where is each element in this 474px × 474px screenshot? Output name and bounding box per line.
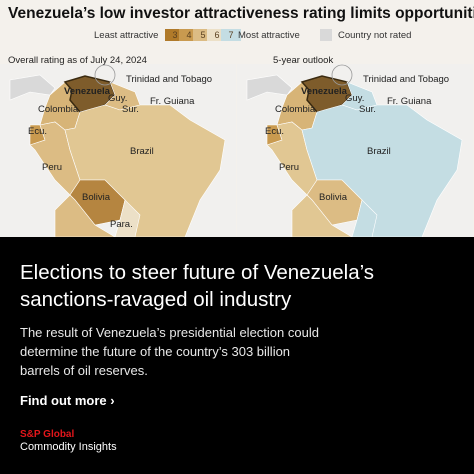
map-label: Trinidad and Tobago [363,74,449,85]
map-label: Ecu. [265,126,284,137]
legend-not-rated: Country not rated [338,30,412,41]
map-label: Fr. Guiana [387,96,432,107]
map-label: Brazil [367,146,391,157]
map-label: Para. [110,219,133,230]
map-label: Guy. [108,93,127,104]
region [351,199,378,237]
region [54,194,116,237]
promo-card: Elections to steer future of Venezuela’s… [0,237,474,474]
map-label: Ecu. [28,126,47,137]
map-label: Colombia [38,104,79,115]
title: Venezuela’s low investor attractiveness … [8,5,474,22]
region [64,104,226,237]
map-label: Peru [279,162,299,173]
map-label: Brazil [130,146,154,157]
map-label: Trinidad and Tobago [126,74,212,85]
headline: Elections to steer future of Venezuela’s… [20,261,375,311]
cta-text[interactable]: Find out more [20,393,107,408]
maps: Overall rating as of July 24, 2024 Venezu… [0,55,473,237]
body-text: The result of Venezuela’s presidential e… [20,325,319,378]
legend-swatch: 7 [221,29,241,41]
brand-name: S&P Global [20,429,75,440]
map-label: Peru [42,162,62,173]
cta-link[interactable]: Find out more › [20,393,115,408]
legend-low: Least attractive [94,30,159,41]
map-label: Fr. Guiana [150,96,195,107]
map-label: Bolivia [82,192,111,203]
legend: Least attractive 3 4 5 6 7 Most attracti… [0,29,474,43]
region [301,104,463,237]
map-label: Venezuela [64,86,111,97]
map-label: Guy. [345,93,364,104]
map-label: Venezuela [301,86,348,97]
brand-sub: Commodity Insights [20,441,117,453]
region [291,194,353,237]
map-label: Sur. [122,104,139,115]
region [114,199,141,237]
map-title: Overall rating as of July 24, 2024 [8,55,147,66]
legend-swatch [320,29,332,41]
callout [94,64,116,86]
map-title: 5-year outlook [273,55,333,66]
map-label: Sur. [359,104,376,115]
map-label: Bolivia [319,192,348,203]
map-label: Colombia [275,104,316,115]
legend-high: Most attractive [238,30,300,41]
brand: S&P Global Commodity Insights [20,428,117,454]
callout [331,64,353,86]
